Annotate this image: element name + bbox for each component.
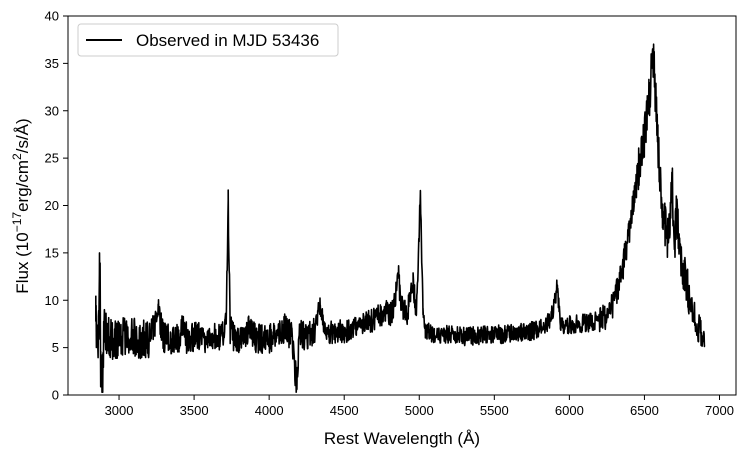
- x-tick-label: 4000: [255, 403, 284, 418]
- y-axis-label-suffix: /s/Å): [13, 118, 32, 153]
- x-tick-label: 3500: [180, 403, 209, 418]
- y-tick-label: 10: [45, 293, 59, 308]
- y-tick-label: 35: [45, 56, 59, 71]
- y-axis-label-prefix: Flux (10: [13, 232, 32, 293]
- y-tick-label: 0: [52, 388, 59, 403]
- x-tick-label: 3000: [105, 403, 134, 418]
- series-layer: [95, 43, 706, 393]
- y-tick-label: 40: [45, 9, 59, 24]
- y-axis-label-area-exponent: 2: [10, 153, 24, 160]
- y-tick-label: 5: [52, 340, 59, 355]
- x-tick-label: 5500: [480, 403, 509, 418]
- y-tick-label: 30: [45, 103, 59, 118]
- x-axis-ticks: 3000 3500 4000 4500 5000 5500 6000 6500 7000: [105, 395, 734, 418]
- x-tick-label: 6500: [630, 403, 659, 418]
- x-tick-label: 7000: [705, 403, 734, 418]
- y-axis-label: Flux (10−17erg/cm2/s/Å): [10, 118, 32, 293]
- y-axis-ticks: 0 5 10 15 20 25 30 35 40: [45, 9, 68, 403]
- legend: Observed in MJD 53436: [77, 23, 339, 57]
- legend-box: [77, 23, 339, 57]
- y-axis-label-units: erg/cm: [13, 160, 32, 212]
- legend-label: Observed in MJD 53436: [136, 31, 319, 50]
- y-axis-label-exponent: −17: [10, 212, 24, 233]
- x-tick-label: 5000: [405, 403, 434, 418]
- x-tick-label: 4500: [330, 403, 359, 418]
- y-tick-label: 25: [45, 151, 59, 166]
- x-axis-label: Rest Wavelength (Å): [324, 429, 480, 448]
- y-tick-label: 15: [45, 245, 59, 260]
- spectrum-line: [95, 43, 706, 393]
- x-tick-label: 6000: [555, 403, 584, 418]
- y-tick-label: 20: [45, 198, 59, 213]
